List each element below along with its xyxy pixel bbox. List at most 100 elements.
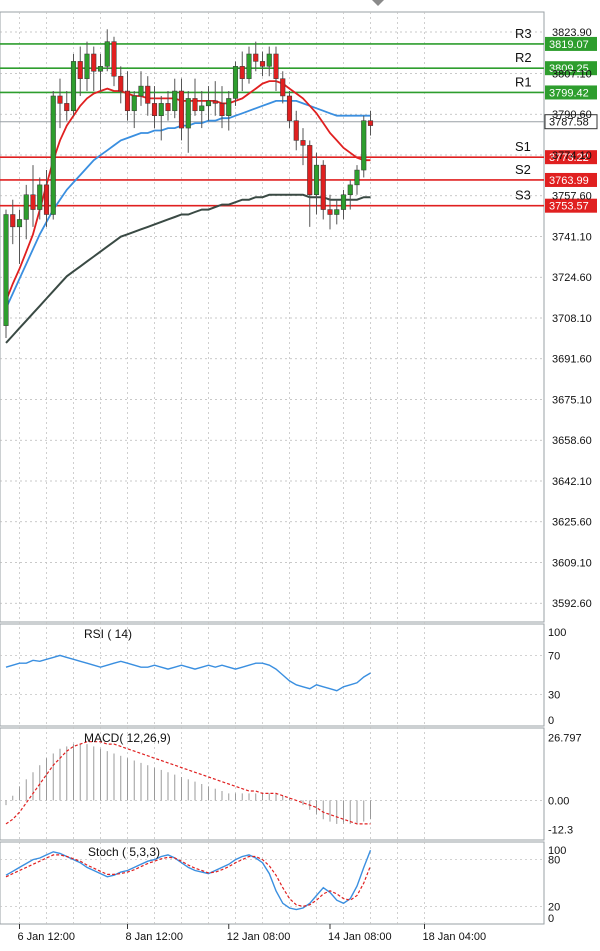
candle-body xyxy=(192,98,198,112)
candle-body xyxy=(50,95,56,215)
level-name-s3: S3 xyxy=(515,188,531,203)
candle-body xyxy=(354,169,360,186)
rsi-tick-label: 30 xyxy=(548,690,560,702)
stoch-d-line xyxy=(5,854,372,908)
price-tick-label: 3691.60 xyxy=(552,354,592,366)
macd-panel-frame xyxy=(0,727,545,841)
candle-body xyxy=(178,90,185,129)
price-tick-label: 3625.60 xyxy=(552,517,592,529)
time-tick-label: 6 Jan 12:00 xyxy=(18,931,76,943)
candle-body xyxy=(266,53,272,67)
price-tick-label: 3790.60 xyxy=(552,109,592,121)
price-tick-label: 3642.10 xyxy=(552,476,592,488)
scroll-down-arrow-icon[interactable] xyxy=(372,0,384,6)
level-price-box xyxy=(545,150,597,165)
candle-body xyxy=(313,164,320,196)
stoch-title: Stoch ( 5,3,3) xyxy=(88,845,160,859)
time-tick-label: 14 Jan 08:00 xyxy=(328,931,392,943)
price-axis: 3823.90 3807.10 3790.60 3774.10 3757.60 3741.… xyxy=(552,27,592,610)
candle-body xyxy=(334,209,340,215)
grid-lines xyxy=(0,12,544,924)
candle-body xyxy=(77,61,83,79)
level-price-label: 3763.99 xyxy=(549,175,589,187)
candle-body xyxy=(37,184,43,210)
stoch-tick-label: 80 xyxy=(548,855,560,867)
rsi-panel-frame xyxy=(0,623,545,727)
candle-body xyxy=(259,61,266,67)
current-price-box xyxy=(544,114,598,130)
candle-body xyxy=(367,120,374,126)
candle-body xyxy=(118,75,124,92)
level-price-box xyxy=(545,61,597,76)
candle-body xyxy=(246,53,252,79)
time-tick-label: 8 Jan 12:00 xyxy=(126,931,184,943)
level-price-label: 3809.25 xyxy=(549,63,589,75)
price-tick-label: 3757.60 xyxy=(552,191,592,203)
price-tick-label: 3658.60 xyxy=(552,435,592,447)
candle-body xyxy=(124,90,131,112)
candle-body xyxy=(104,41,110,67)
price-tick-label: 3592.60 xyxy=(552,598,592,610)
candle-body xyxy=(361,120,367,171)
price-tick-label: 3774.10 xyxy=(552,150,592,162)
level-name-r1: R1 xyxy=(515,74,532,89)
time-axis: 6 Jan 12:00 8 Jan 12:00 12 Jan 08:00 14 Jan… xyxy=(18,924,486,943)
candle-body xyxy=(138,85,144,97)
current-price-label: 3787.58 xyxy=(549,117,589,129)
price-tick-label: 3741.10 xyxy=(552,231,592,243)
price-tick-label: 3724.60 xyxy=(552,272,592,284)
level-price-box xyxy=(545,172,597,187)
candle-body xyxy=(199,105,205,112)
candle-body xyxy=(232,66,239,99)
candle-body xyxy=(84,53,90,79)
candle-body xyxy=(131,95,137,112)
candle-body xyxy=(30,194,36,210)
candle-body xyxy=(64,103,70,112)
price-tick-label: 3675.10 xyxy=(552,394,592,406)
level-price-label: 3773.22 xyxy=(549,152,589,164)
level-price-label: 3819.07 xyxy=(549,39,589,51)
candle-body xyxy=(286,95,293,121)
stoch-panel-frame xyxy=(0,841,545,925)
rsi-tick-label: 0 xyxy=(548,715,554,727)
macd-signal-line xyxy=(5,741,371,825)
candle-body xyxy=(340,194,347,210)
candle-body xyxy=(327,209,333,215)
candle-body xyxy=(293,120,299,141)
level-price-label: 3753.57 xyxy=(549,201,589,213)
candle-body xyxy=(185,98,191,129)
candle-body xyxy=(70,61,77,112)
candle-body xyxy=(320,164,326,210)
candle-body xyxy=(165,103,171,112)
candle-body xyxy=(91,53,97,72)
candle-body xyxy=(158,103,164,116)
level-price-box xyxy=(545,85,597,100)
candle-body xyxy=(111,41,117,77)
rsi-title: RSI ( 14) xyxy=(84,627,132,641)
price-tick-label: 3823.90 xyxy=(552,27,592,39)
stoch-tick-label: 100 xyxy=(548,845,566,857)
candle-body xyxy=(219,103,225,116)
candle-body xyxy=(3,214,9,326)
candle-body xyxy=(43,184,50,215)
candle-body xyxy=(97,66,104,72)
candle-body xyxy=(226,98,232,116)
candle-body xyxy=(57,95,63,104)
candle-body xyxy=(253,53,259,62)
candle-body xyxy=(205,100,212,107)
candle-body xyxy=(239,66,245,79)
level-name-s1: S1 xyxy=(515,139,531,154)
level-name-r3: R3 xyxy=(515,26,532,41)
rsi-tick-label: 70 xyxy=(548,650,560,662)
candle-body xyxy=(347,184,353,196)
candle-body xyxy=(23,194,29,220)
candle-body xyxy=(10,214,16,228)
price-tick-label: 3807.10 xyxy=(552,68,592,80)
time-tick-label: 12 Jan 08:00 xyxy=(227,931,291,943)
level-price-box xyxy=(545,36,597,51)
candle-body xyxy=(300,140,306,146)
macd-tick-label: -12.3 xyxy=(548,824,573,836)
candle-body xyxy=(280,78,286,97)
level-name-s2: S2 xyxy=(515,162,531,177)
